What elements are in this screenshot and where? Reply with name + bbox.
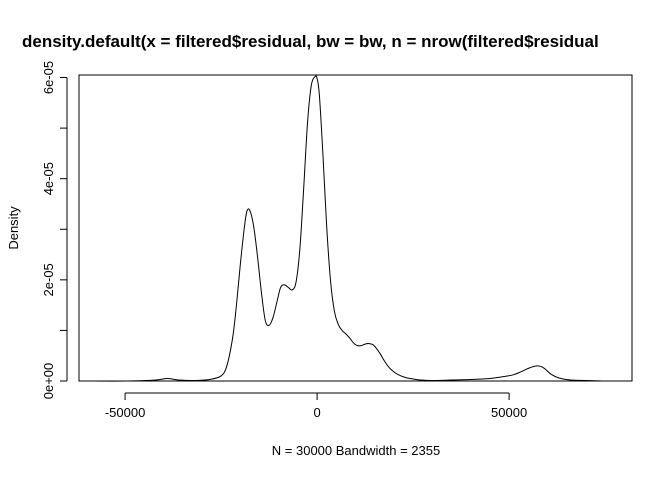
- plot-frame: [78, 74, 633, 382]
- y-axis-label: Density: [6, 206, 21, 250]
- chart-title: density.default(x = filtered$residual, b…: [22, 32, 599, 51]
- y-tick-label: 6e-05: [41, 61, 56, 94]
- y-tick-label: 4e-05: [41, 162, 56, 195]
- y-tick-label: 0e+00: [41, 363, 56, 400]
- x-tick-label: 50000: [491, 405, 527, 420]
- x-axis-label: N = 30000 Bandwidth = 2355: [272, 443, 440, 458]
- x-tick-label: -50000: [105, 405, 145, 420]
- density-curve: [86, 75, 625, 382]
- y-tick-label: 2e-05: [41, 263, 56, 296]
- x-tick-label: 0: [313, 405, 320, 420]
- y-axis: 0e+00 2e-05 4e-05 6e-05: [41, 61, 68, 400]
- x-axis: -50000 0 50000: [105, 392, 527, 420]
